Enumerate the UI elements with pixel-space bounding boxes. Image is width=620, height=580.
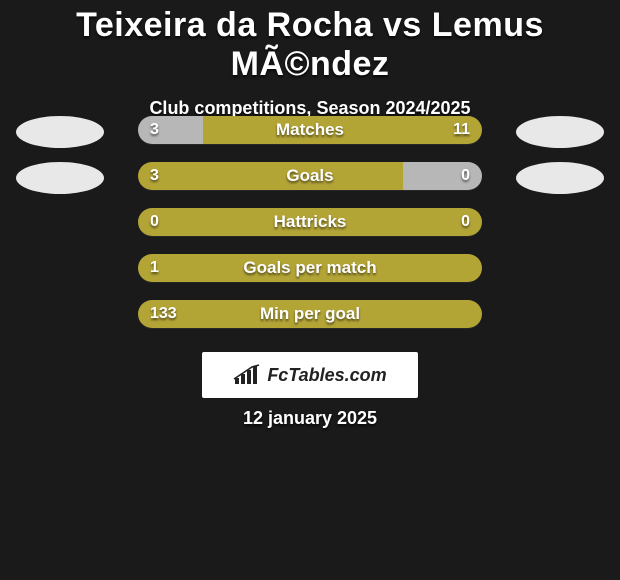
stat-bar-track: 3 Matches 11 <box>138 116 482 144</box>
stat-row: 133 Min per goal <box>0 290 620 336</box>
stat-row: 1 Goals per match <box>0 244 620 290</box>
title-text: Teixeira da Rocha vs Lemus MÃ©ndez <box>76 6 544 83</box>
stat-row: 3 Matches 11 <box>0 106 620 152</box>
page-title: Teixeira da Rocha vs Lemus MÃ©ndez <box>0 0 620 84</box>
stat-left-value: 3 <box>150 116 159 144</box>
stat-left-value: 133 <box>150 300 177 328</box>
brand-text: FcTables.com <box>267 365 386 386</box>
chart-bars-icon <box>233 364 261 386</box>
stat-bar-track: 1 Goals per match <box>138 254 482 282</box>
stat-right-value: 11 <box>453 116 470 144</box>
stat-bar-track: 3 Goals 0 <box>138 162 482 190</box>
stat-right-value: 0 <box>461 208 470 236</box>
player-left-avatar <box>16 162 104 194</box>
player-left-avatar <box>16 116 104 148</box>
player-right-avatar <box>516 162 604 194</box>
comparison-card: Teixeira da Rocha vs Lemus MÃ©ndez Club … <box>0 0 620 580</box>
stat-right-value: 0 <box>461 162 470 190</box>
stat-bar-left-fill <box>138 162 403 190</box>
stat-row: 3 Goals 0 <box>0 152 620 198</box>
stat-bar-left-fill <box>138 254 482 282</box>
stat-bar-track: 133 Min per goal <box>138 300 482 328</box>
stat-bar-left-fill <box>138 208 482 236</box>
stats-region: 3 Matches 11 3 Goals 0 0 <box>0 106 620 336</box>
date-line: 12 january 2025 <box>0 408 620 429</box>
stat-bar-left-fill <box>138 116 203 144</box>
stat-left-value: 1 <box>150 254 159 282</box>
stat-left-value: 3 <box>150 162 159 190</box>
stat-bar-right-fill <box>203 116 482 144</box>
date-text: 12 january 2025 <box>243 408 377 428</box>
stat-bar-track: 0 Hattricks 0 <box>138 208 482 236</box>
stat-left-value: 0 <box>150 208 159 236</box>
stat-bar-right-fill <box>403 162 482 190</box>
stat-bar-left-fill <box>138 300 482 328</box>
stat-row: 0 Hattricks 0 <box>0 198 620 244</box>
brand-box: FcTables.com <box>202 352 418 398</box>
player-right-avatar <box>516 116 604 148</box>
